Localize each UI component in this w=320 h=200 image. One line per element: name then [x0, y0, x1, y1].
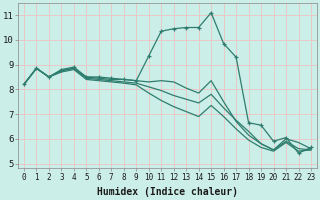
X-axis label: Humidex (Indice chaleur): Humidex (Indice chaleur): [97, 187, 238, 197]
